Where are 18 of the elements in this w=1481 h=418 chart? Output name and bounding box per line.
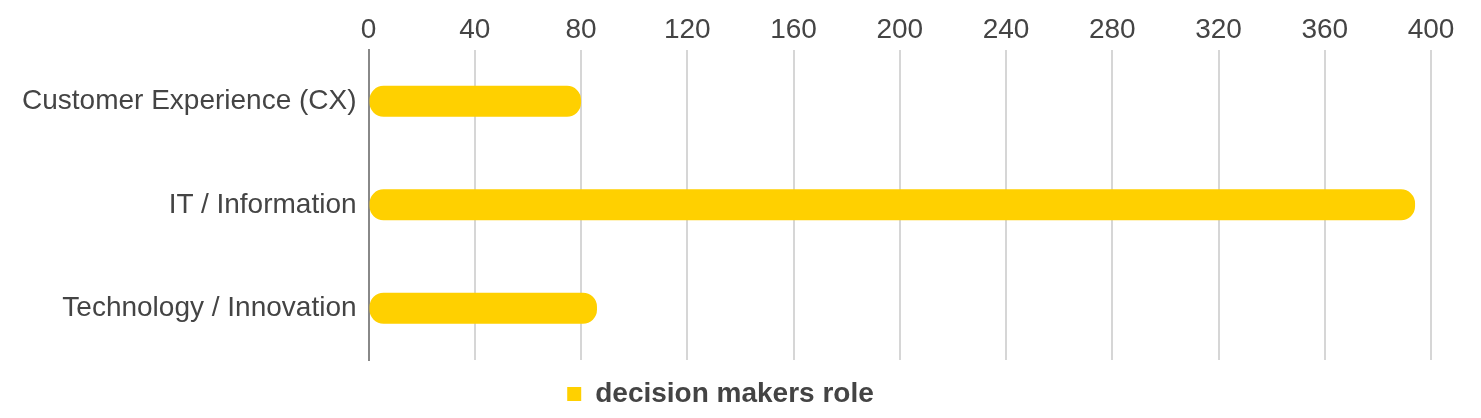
- y-tick-label: Customer Experience (CX): [21, 84, 357, 116]
- x-tick-label: 360: [1301, 12, 1349, 44]
- bar: [369, 189, 1416, 221]
- x-tick-label: 400: [1407, 12, 1455, 44]
- y-tick-label: IT / Information: [168, 187, 357, 219]
- x-tick-label: 160: [770, 12, 817, 44]
- x-tick-label: 120: [663, 12, 711, 44]
- bar: [369, 292, 597, 324]
- x-tick-label: 40: [459, 12, 491, 44]
- bar: [369, 85, 582, 117]
- x-tick-label: 0: [360, 12, 377, 44]
- x-tick-label: 80: [565, 12, 597, 44]
- legend-label: decision makers role: [595, 376, 874, 408]
- y-tick-label: Technology / Innovation: [62, 290, 357, 322]
- x-tick-label: 240: [982, 12, 1030, 44]
- x-tick-label: 280: [1088, 12, 1136, 44]
- x-tick-label: 200: [876, 12, 924, 44]
- x-tick-label: 320: [1195, 12, 1242, 44]
